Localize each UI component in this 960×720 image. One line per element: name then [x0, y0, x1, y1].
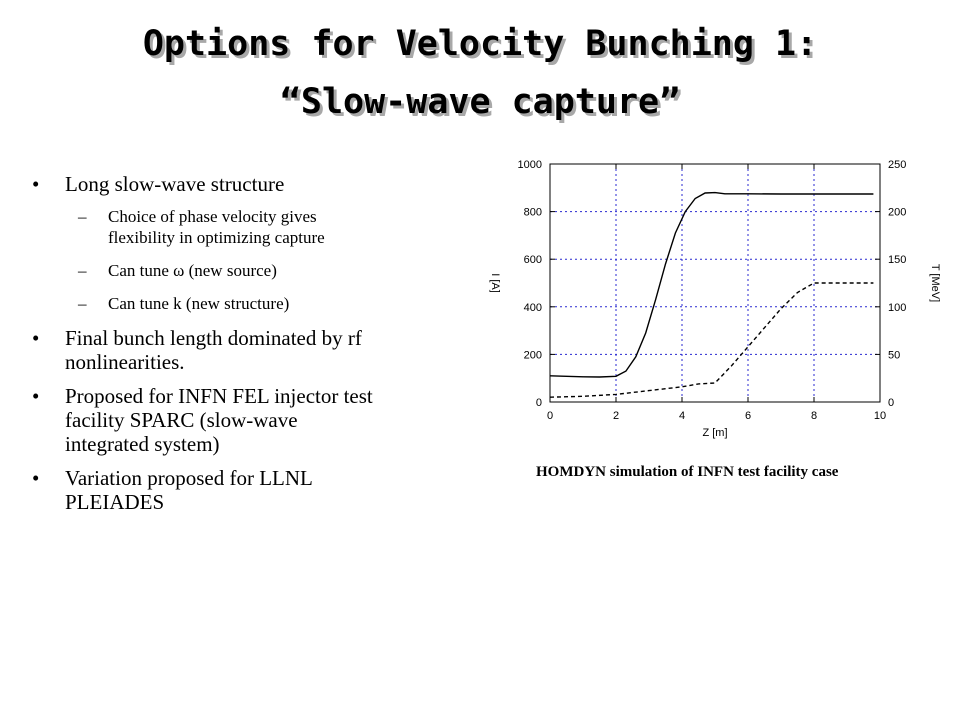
bullet-dot: • [32, 326, 40, 350]
y-tick-label: 600 [524, 254, 542, 266]
y-axis-label: I [A] [489, 273, 501, 293]
homdyn-chart: 0 2 4 6 8 1002004006008001000050100150200250Z… [489, 159, 941, 439]
x-tick-label: 2 [613, 410, 619, 422]
y2-axis-label: T [MeV] [929, 264, 941, 302]
slide-title-line2: “Slow-wave capture” [279, 82, 681, 122]
x-tick-label: 4 [679, 410, 685, 422]
sub-bullet-text: Choice of phase velocity gives [108, 207, 317, 226]
bullet-text: Variation proposed for LLNL [65, 466, 313, 490]
x-tick-label: 8 [811, 410, 817, 422]
sub-bullet-dash: – [78, 207, 87, 226]
y-tick-label: 400 [524, 302, 542, 314]
bullet-dot: • [32, 172, 40, 196]
y2-tick-label: 150 [888, 254, 906, 266]
bullet-text: PLEIADES [65, 490, 165, 514]
sub-bullet-dash: – [78, 294, 87, 313]
bullet-dot: • [32, 384, 40, 408]
bullet-item: • Final bunch length dominated by rf nonli… [30, 326, 455, 374]
bullet-text: nonlinearities. [65, 350, 185, 374]
bullet-dot: • [32, 466, 40, 490]
sub-bullet-dash: – [78, 261, 87, 280]
x-tick-label: 10 [874, 410, 886, 422]
chart-container: 0 2 4 6 8 10 0 200 400 600 800 1000 0 50 100 150 200 250 Z… [462, 148, 942, 453]
sub-bullet-item: – Can tune k (new structure) [30, 293, 455, 314]
bullet-list: • Long slow-wave structure – Choice of phas… [30, 172, 455, 524]
x-axis-label: Z [m] [702, 427, 727, 439]
y-tick-label: 800 [524, 207, 542, 219]
bullet-text: Proposed for INFN FEL injector test [65, 384, 373, 408]
sub-bullet-text: flexibility in optimizing capture [108, 228, 325, 247]
y2-tick-label: 100 [888, 302, 906, 314]
bullet-item: • Variation proposed for LLNL PLEIADES [30, 466, 455, 514]
bullet-text: integrated system) [65, 432, 220, 456]
energy-series-line [549, 282, 874, 398]
y2-tick-label: 50 [888, 349, 900, 361]
bullet-item: • Proposed for INFN FEL injector test faci… [30, 384, 455, 456]
x-tick-label: 6 [745, 410, 751, 422]
y-tick-label: 0 [536, 397, 542, 409]
x-tick-label: 0 [547, 410, 553, 422]
sub-bullet-item: – Choice of phase velocity gives flexibili… [30, 206, 455, 248]
plot-frame [549, 163, 881, 403]
bullet-text: facility SPARC (slow-wave [65, 408, 298, 432]
y2-tick-label: 250 [888, 159, 906, 171]
sub-bullet-text: Can tune k (new structure) [108, 294, 290, 313]
current-series-line [549, 191, 874, 378]
y2-tick-label: 0 [888, 397, 894, 409]
bullet-item: • Long slow-wave structure [30, 172, 455, 196]
chart-caption: HOMDYN simulation of INFN test facility … [536, 464, 839, 480]
sub-bullet-item: – Can tune ω (new source) [30, 260, 455, 281]
sub-bullet-text: Can tune ω (new source) [108, 261, 277, 280]
slide-title-line1: Options for Velocity Bunching 1: [142, 24, 818, 64]
bullet-text: Final bunch length dominated by rf [65, 326, 362, 350]
y2-tick-label: 200 [888, 207, 906, 219]
y-tick-label: 1000 [518, 159, 542, 171]
y-tick-label: 200 [524, 349, 542, 361]
bullet-text: Long slow-wave structure [65, 172, 285, 196]
